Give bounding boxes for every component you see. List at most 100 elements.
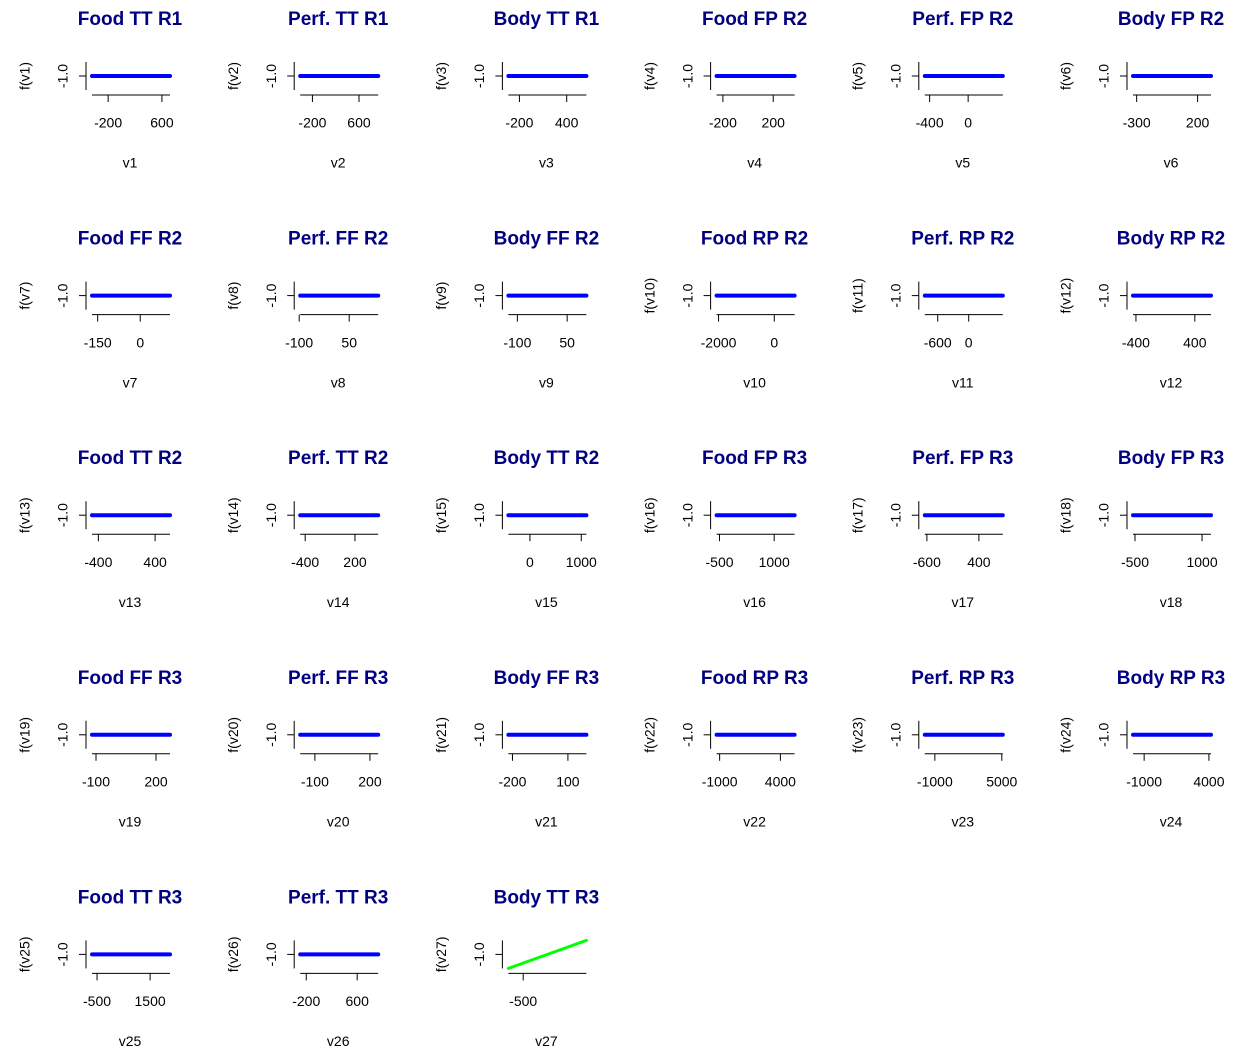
y-tick-label: -1.0 <box>679 283 695 307</box>
x-tick-label: -400 <box>291 554 319 570</box>
x-axis-label: v3 <box>539 155 554 171</box>
panel: Food RP R2 v10 f(v10) -1.0 -2000 0 <box>641 229 808 391</box>
x-axis-label: v10 <box>743 374 766 390</box>
x-axis-label: v1 <box>123 155 138 171</box>
y-axis-label: f(v21) <box>433 717 449 753</box>
y-tick-label: -1.0 <box>888 503 904 527</box>
x-tick-label: -600 <box>924 334 952 350</box>
y-axis-label: f(v12) <box>1058 278 1074 314</box>
x-axis-label: v6 <box>1164 155 1179 171</box>
panel-title: Food FF R3 <box>78 668 182 689</box>
y-axis-label: f(v18) <box>1058 497 1074 533</box>
y-tick-label: -1.0 <box>471 723 487 747</box>
panel-title: Food TT R1 <box>78 9 183 30</box>
x-axis-label: v14 <box>327 594 350 610</box>
y-tick-label: -1.0 <box>263 503 279 527</box>
x-tick-label: -400 <box>916 115 944 131</box>
y-axis-label: f(v7) <box>17 282 33 310</box>
panel: Perf. RP R3 v23 f(v23) -1.0 -1000 5000 <box>850 668 1018 830</box>
x-tick-label: 400 <box>967 554 991 570</box>
panel: Perf. FP R2 v5 f(v5) -1.0 -400 0 <box>850 9 1014 171</box>
y-axis-label: f(v5) <box>850 62 866 90</box>
x-tick-label: 1000 <box>566 554 597 570</box>
x-axis-label: v20 <box>327 814 350 830</box>
x-tick-label: 200 <box>762 115 786 131</box>
x-tick-label: -600 <box>913 554 941 570</box>
x-tick-label: -200 <box>498 774 526 790</box>
y-axis-label: f(v17) <box>850 497 866 533</box>
x-tick-label: -500 <box>706 554 734 570</box>
x-axis-label: v27 <box>535 1033 558 1049</box>
x-tick-label: -1000 <box>1126 774 1162 790</box>
panel-title: Body RP R2 <box>1117 229 1225 250</box>
y-axis-label: f(v8) <box>225 282 241 310</box>
panel-title: Perf. FF R3 <box>288 668 388 689</box>
y-tick-label: -1.0 <box>1096 503 1112 527</box>
x-tick-label: 400 <box>555 115 579 131</box>
x-tick-label: 50 <box>559 334 575 350</box>
panel-title: Food TT R2 <box>78 448 182 469</box>
x-tick-label: -200 <box>292 993 320 1009</box>
y-axis-label: f(v3) <box>433 62 449 90</box>
panel-title: Body FF R2 <box>494 229 600 250</box>
y-tick-label: -1.0 <box>471 942 487 966</box>
y-tick-label: -1.0 <box>888 723 904 747</box>
x-tick-label: -500 <box>509 993 537 1009</box>
x-tick-label: -2000 <box>701 334 737 350</box>
panel-title: Food RP R2 <box>701 229 808 250</box>
x-axis-label: v4 <box>747 155 762 171</box>
y-tick-label: -1.0 <box>471 283 487 307</box>
y-tick-label: -1.0 <box>679 503 695 527</box>
panel: Perf. FF R2 v8 f(v8) -1.0 -100 50 <box>225 229 388 391</box>
panel-title: Perf. FF R2 <box>288 229 388 250</box>
x-axis-label: v24 <box>1160 814 1183 830</box>
y-tick-label: -1.0 <box>888 64 904 88</box>
x-tick-label: 100 <box>556 774 580 790</box>
y-tick-label: -1.0 <box>471 503 487 527</box>
y-tick-label: -1.0 <box>1096 723 1112 747</box>
y-tick-label: -1.0 <box>55 942 71 966</box>
x-axis-label: v18 <box>1160 594 1183 610</box>
y-axis-label: f(v26) <box>225 937 241 973</box>
y-axis-label: f(v22) <box>641 717 657 753</box>
panel-title: Body FP R3 <box>1118 448 1224 469</box>
panel-title: Body FF R3 <box>494 668 600 689</box>
y-tick-label: -1.0 <box>55 723 71 747</box>
x-tick-label: 600 <box>347 115 371 131</box>
panel: Food TT R2 v13 f(v13) -1.0 -400 400 <box>17 448 183 610</box>
x-axis-label: v11 <box>952 374 974 390</box>
x-tick-label: -100 <box>503 334 531 350</box>
x-axis-label: v2 <box>331 155 346 171</box>
panel-title: Food FP R3 <box>702 448 807 469</box>
panel-title: Perf. FP R2 <box>912 9 1013 30</box>
panel: Body RP R2 v12 f(v12) -1.0 -400 400 <box>1058 229 1226 391</box>
panel: Food RP R3 v22 f(v22) -1.0 -1000 4000 <box>641 668 808 830</box>
y-tick-label: -1.0 <box>679 64 695 88</box>
panel: Food FP R3 v16 f(v16) -1.0 -500 1000 <box>641 448 807 610</box>
y-axis-label: f(v4) <box>641 62 657 90</box>
x-tick-label: 200 <box>144 774 168 790</box>
y-axis-label: f(v13) <box>17 497 33 533</box>
panel-title: Perf. TT R1 <box>288 9 389 30</box>
x-axis-label: v23 <box>952 814 975 830</box>
panel-title: Perf. TT R2 <box>288 448 388 469</box>
x-tick-label: -300 <box>1123 115 1151 131</box>
x-tick-label: -150 <box>84 334 112 350</box>
x-axis-label: v26 <box>327 1033 350 1049</box>
y-axis-label: f(v16) <box>641 497 657 533</box>
x-tick-label: -1000 <box>917 774 953 790</box>
panel: Body TT R1 v3 f(v3) -1.0 -200 400 <box>433 9 600 171</box>
panel: Perf. TT R1 v2 f(v2) -1.0 -200 600 <box>225 9 389 171</box>
x-tick-label: 0 <box>965 334 973 350</box>
panel: Food FF R2 v7 f(v7) -1.0 -150 0 <box>17 229 183 391</box>
panel: Food TT R1 v1 f(v1) -1.0 -200 600 <box>17 9 183 171</box>
panel: Perf. FP R3 v17 f(v17) -1.0 -600 400 <box>850 448 1014 610</box>
x-tick-label: 4000 <box>765 774 796 790</box>
panel: Body FP R2 v6 f(v6) -1.0 -300 200 <box>1058 9 1224 171</box>
panel: Perf. TT R3 v26 f(v26) -1.0 -200 600 <box>225 887 388 1049</box>
y-axis-label: f(v19) <box>17 717 33 753</box>
x-axis-label: v19 <box>119 814 142 830</box>
panel-title: Body TT R3 <box>494 887 600 908</box>
y-tick-label: -1.0 <box>263 64 279 88</box>
